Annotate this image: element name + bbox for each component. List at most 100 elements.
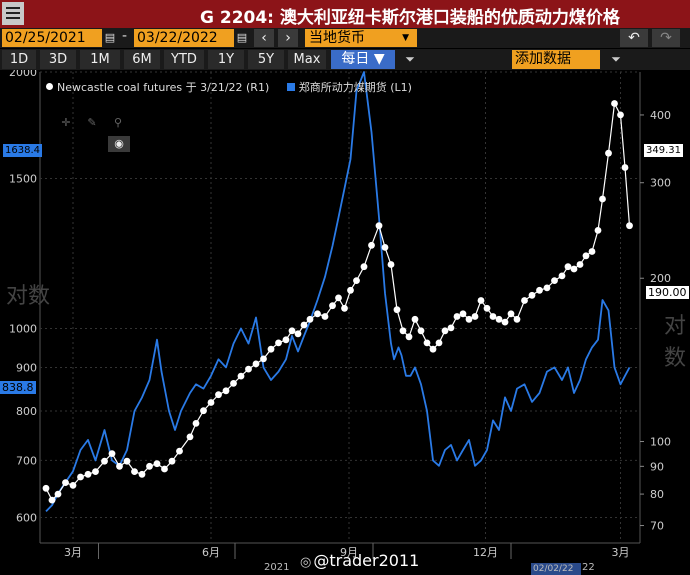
data-point — [551, 277, 558, 284]
data-point — [329, 302, 336, 310]
range-max[interactable]: Max — [288, 50, 326, 69]
add-data-field[interactable]: 添加数据 — [512, 50, 600, 69]
data-point — [108, 450, 116, 457]
right-tick-label: 300 — [650, 177, 671, 190]
data-point — [186, 433, 194, 441]
data-point — [405, 333, 413, 341]
data-point — [101, 457, 108, 465]
data-point — [48, 496, 56, 504]
data-point — [489, 313, 497, 320]
data-point — [69, 482, 77, 489]
year-label-2: 22 — [582, 562, 595, 573]
data-point — [387, 261, 395, 268]
data-point — [347, 286, 354, 294]
right-tick-label: 70 — [650, 520, 664, 533]
data-point — [501, 318, 509, 326]
left-tick-label: 2000 — [9, 70, 37, 79]
x-tick-label: 3月 — [64, 546, 82, 559]
x-tick-label: 6月 — [202, 546, 220, 559]
series-line — [45, 101, 631, 502]
calendar-icon[interactable]: ▤ — [236, 31, 248, 44]
data-point — [435, 339, 443, 347]
series-zce-thermal-coal — [45, 71, 631, 513]
data-point — [417, 327, 425, 335]
data-point — [588, 248, 596, 255]
left-tick-label: 900 — [16, 361, 37, 374]
left-tick-label: 800 — [16, 405, 37, 418]
data-point — [282, 336, 290, 344]
data-point — [77, 473, 84, 481]
filter-icon[interactable]: ⏷ — [405, 52, 415, 66]
filter-icon[interactable]: ⏷ — [611, 52, 621, 66]
chevron-down-icon: ▼ — [402, 33, 409, 43]
data-point — [564, 263, 572, 271]
crosshair-icon[interactable]: ✛ — [61, 116, 71, 129]
watermark: ◎ @trader2011 — [300, 551, 419, 570]
data-point — [215, 391, 222, 399]
data-point — [536, 286, 543, 294]
range-1y[interactable]: 1Y — [208, 50, 244, 69]
chart-area[interactable]: 600 700 800 900 1000 1500 2000 70 80 90 100 200 300… — [0, 66, 690, 575]
legend-dot-icon — [46, 83, 53, 90]
left-last-value: 838.8 — [0, 381, 36, 394]
data-point — [335, 294, 342, 302]
left-marker-label: 1638.4 — [3, 144, 42, 157]
data-point — [605, 149, 612, 157]
data-point — [507, 310, 515, 318]
menu-button[interactable] — [2, 2, 24, 25]
security-title: G 2204: 澳大利亚纽卡斯尔港口装船的优质动力煤价格 — [200, 8, 620, 28]
end-date-field[interactable]: 03/22/2022 — [134, 29, 234, 47]
range-5y[interactable]: 5Y — [248, 50, 284, 69]
data-point — [429, 345, 437, 353]
data-point — [611, 100, 618, 107]
x-tick-label: 12月 — [473, 546, 498, 559]
data-point — [459, 310, 467, 318]
data-point — [393, 306, 401, 314]
grid — [39, 71, 641, 544]
undo-button[interactable]: ↶ — [620, 29, 648, 47]
left-tick-label: 1000 — [9, 322, 37, 335]
range-ytd[interactable]: YTD — [164, 50, 204, 69]
right-tick-label: 400 — [650, 109, 671, 122]
right-last-value: 190.00 — [646, 286, 689, 299]
data-point — [222, 387, 230, 395]
data-point — [495, 315, 503, 323]
data-point — [62, 479, 69, 486]
data-point — [168, 457, 176, 465]
series-newcastle-coal — [42, 100, 633, 504]
right-tick-label: 80 — [650, 488, 664, 501]
settings-icon[interactable]: ◉ — [108, 136, 130, 152]
data-point — [131, 468, 138, 475]
data-point — [447, 324, 455, 332]
legend-series2: 郑商所动力煤期货 (L1) — [298, 81, 412, 94]
range-1d[interactable]: 1D — [2, 50, 36, 69]
x-tick-label: 9月 — [340, 546, 358, 559]
pencil-icon[interactable]: ✎ — [87, 116, 97, 129]
data-point — [252, 360, 260, 368]
data-point — [321, 313, 329, 320]
data-point — [368, 241, 375, 249]
next-period-button[interactable]: › — [278, 29, 298, 47]
left-axis: 600 700 800 900 1000 1500 2000 — [9, 66, 37, 524]
start-date-field[interactable]: 02/25/2021 — [2, 29, 102, 47]
data-point — [161, 465, 168, 473]
calendar-icon[interactable]: ▤ — [104, 31, 116, 44]
currency-select[interactable]: 当地货币 ▼ — [305, 29, 417, 47]
range-1m[interactable]: 1M — [80, 50, 120, 69]
period-select[interactable]: 每日 ▼ — [331, 50, 395, 69]
redo-button[interactable]: ↷ — [652, 29, 680, 47]
range-3d[interactable]: 3D — [40, 50, 76, 69]
chart-legend: Newcastle coal futures 于 3/21/22 (R1) 郑商… — [46, 79, 412, 95]
range-6m[interactable]: 6M — [124, 50, 160, 69]
data-point — [84, 470, 92, 478]
zoom-icon[interactable]: ⚲ — [113, 116, 123, 129]
date-separator: - — [122, 28, 128, 44]
x-tick-label: 3月 — [612, 546, 630, 559]
data-point — [192, 420, 200, 427]
right-tick-label: 100 — [650, 436, 671, 449]
data-point — [123, 457, 131, 465]
prev-period-button[interactable]: ‹ — [254, 29, 274, 47]
data-point — [146, 462, 153, 470]
data-point — [314, 310, 321, 318]
title-bar: G 2204: 澳大利亚纽卡斯尔港口装船的优质动力煤价格 — [0, 0, 690, 28]
